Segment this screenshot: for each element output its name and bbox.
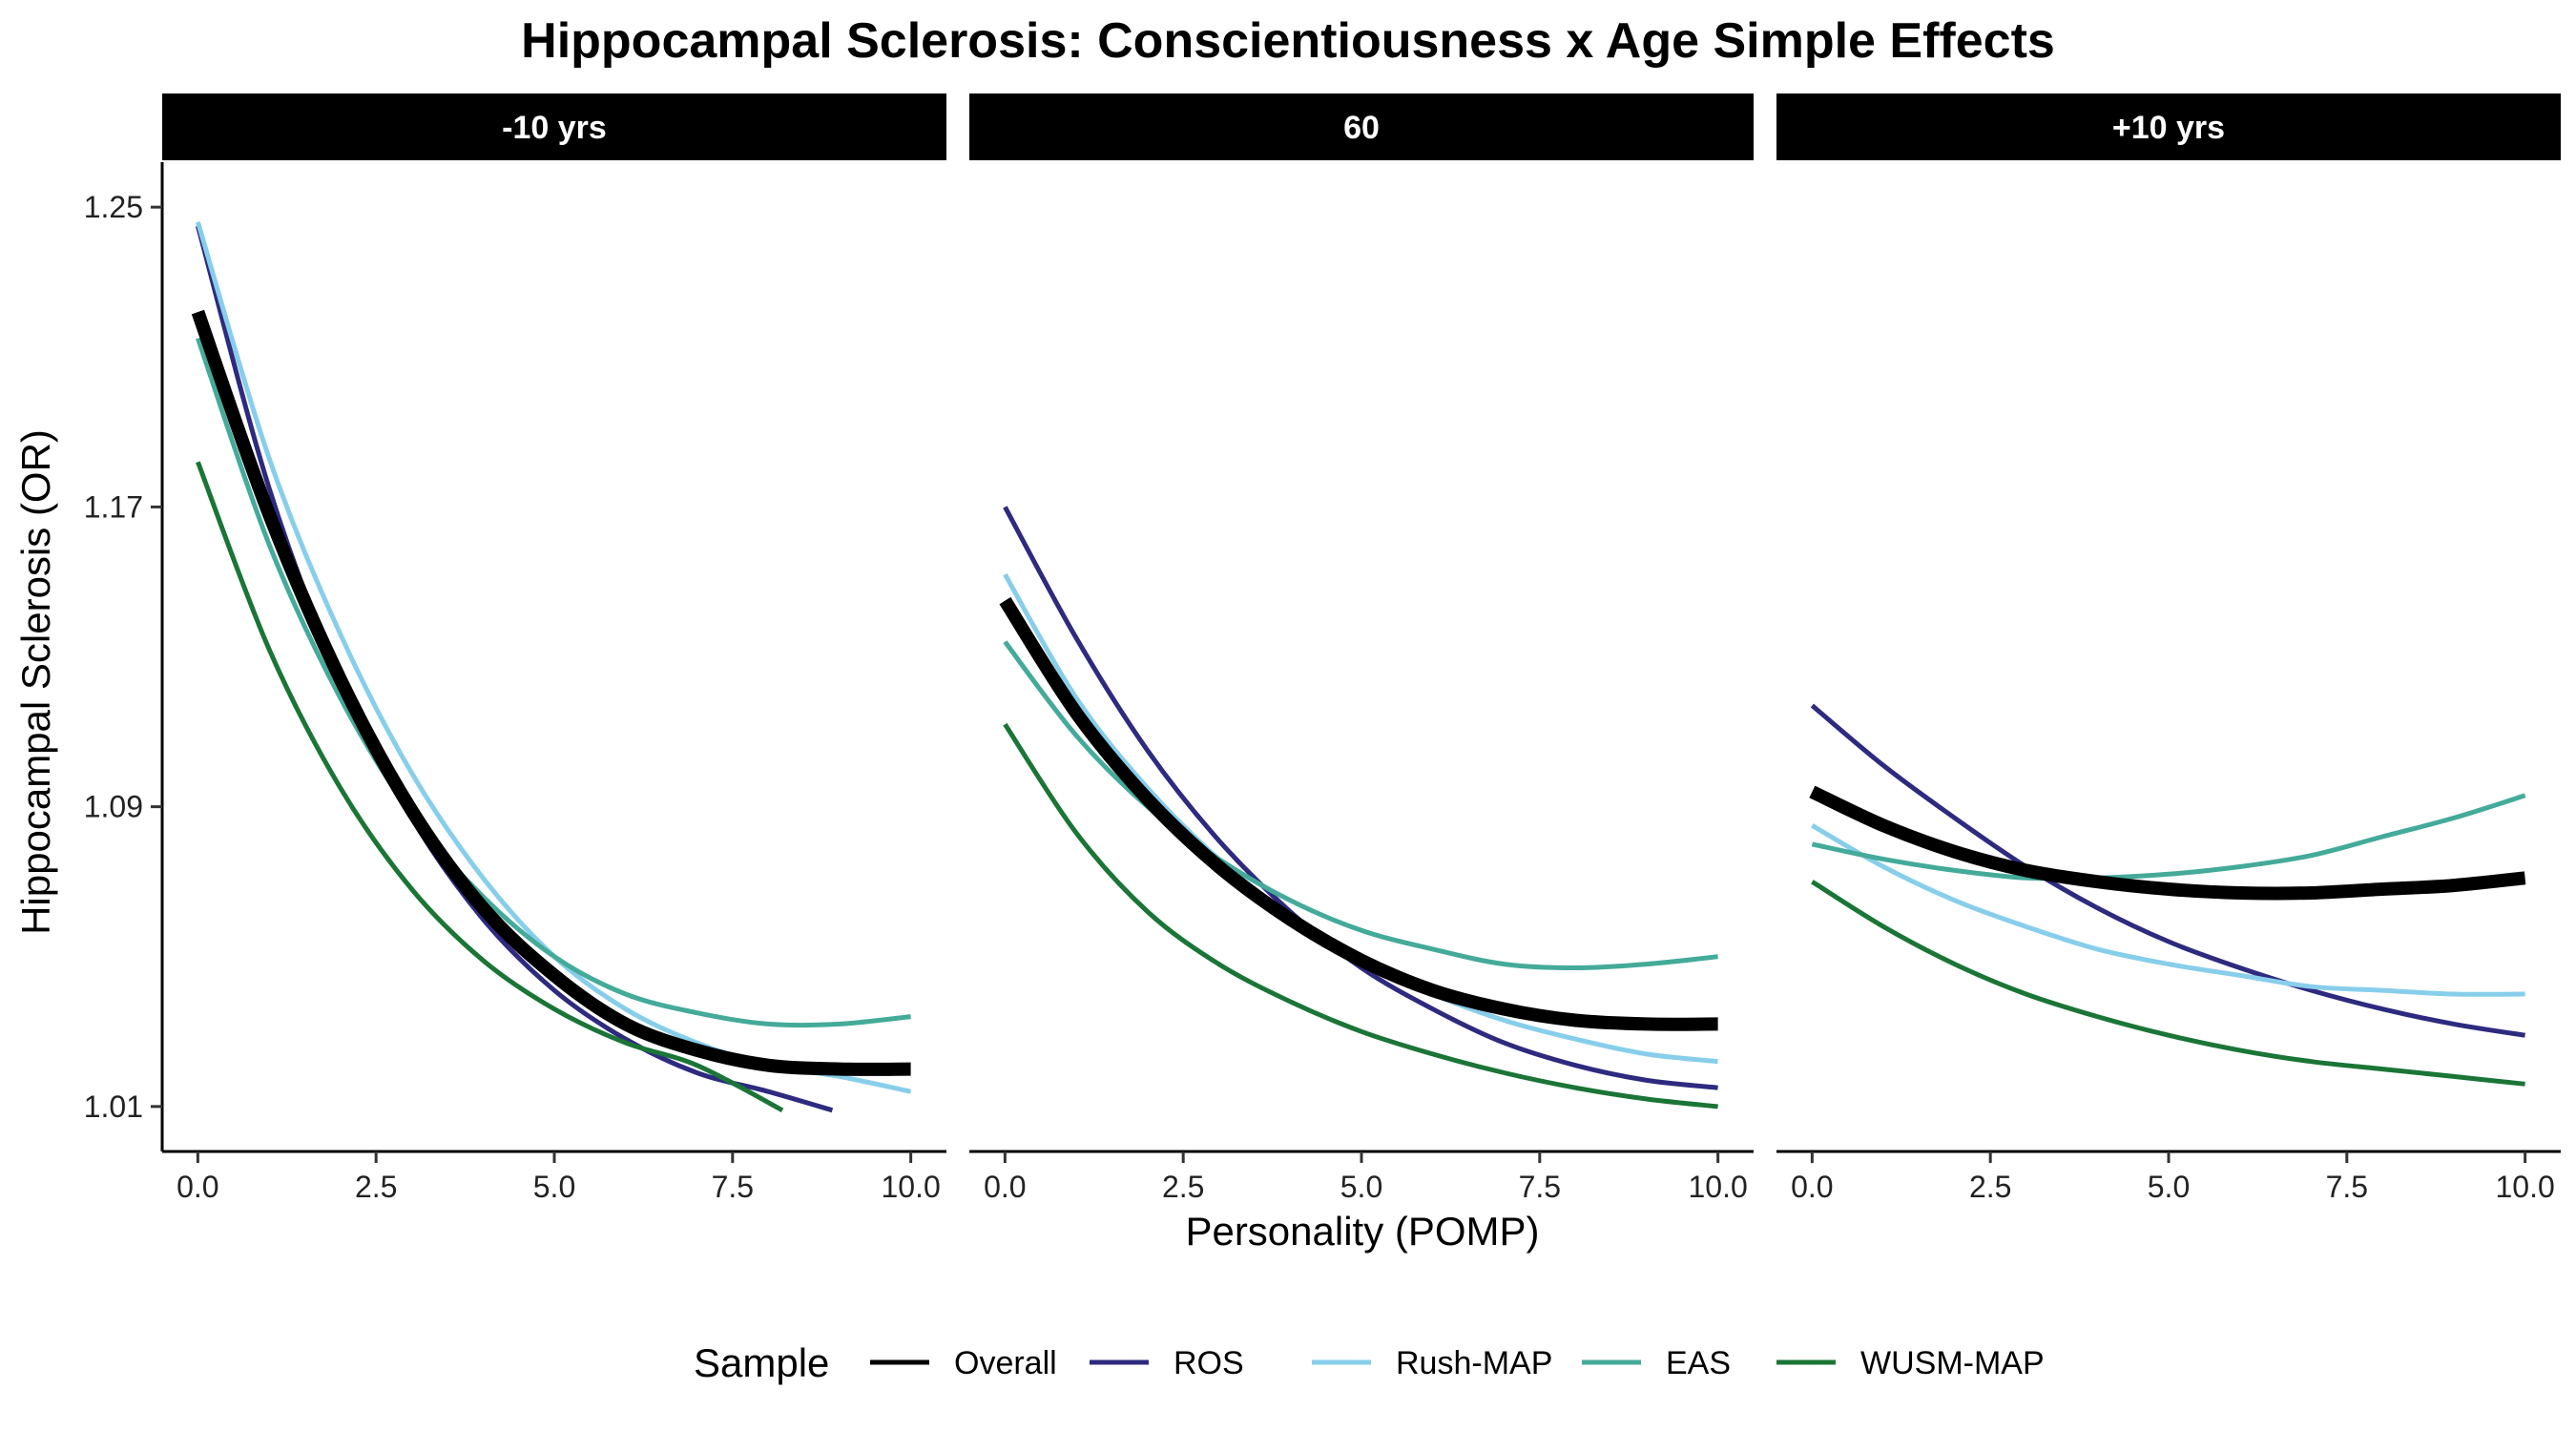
panel-1: -10 yrs 1.01 1.09 1.17 1.25 0.0 2.5 5.0 7.5 10.0 bbox=[84, 93, 946, 1204]
x-tick-label: 10.0 bbox=[881, 1170, 940, 1204]
y-tick-label: 1.25 bbox=[84, 190, 143, 224]
panel-strip bbox=[1776, 93, 2561, 160]
panel-strip-label: +10 yrs bbox=[2112, 110, 2225, 146]
series-line-overall bbox=[999, 596, 1718, 1031]
legend-label-overall: Overall bbox=[954, 1345, 1057, 1381]
panel-3: +10 yrs 0.0 2.5 5.0 7.5 10.0 bbox=[1776, 93, 2561, 1204]
x-axis-title: Personality (POMP) bbox=[1185, 1209, 1539, 1254]
chart-title: Hippocampal Sclerosis: Conscientiousness… bbox=[521, 13, 2055, 69]
x-tick-label: 2.5 bbox=[355, 1170, 397, 1204]
x-tick-label: 7.5 bbox=[2326, 1170, 2368, 1204]
series-line-wusm-map bbox=[196, 461, 784, 1113]
y-tick-label: 1.09 bbox=[84, 790, 143, 824]
y-tick-label: 1.17 bbox=[84, 489, 143, 524]
x-tick-label: 10.0 bbox=[1688, 1170, 1747, 1204]
x-tick-label: 0.0 bbox=[984, 1170, 1026, 1204]
legend-label-ros: ROS bbox=[1174, 1345, 1244, 1381]
x-tick-label: 0.0 bbox=[1791, 1170, 1833, 1204]
x-tick-label: 10.0 bbox=[2495, 1170, 2554, 1204]
y-tick-label: 1.01 bbox=[84, 1089, 143, 1124]
series-line-overall bbox=[1809, 785, 2526, 901]
panel-strip-label: -10 yrs bbox=[502, 110, 607, 146]
legend-title: Sample bbox=[694, 1340, 829, 1385]
legend-label-rush-map: Rush-MAP bbox=[1396, 1345, 1552, 1381]
series-line-rush-map bbox=[196, 221, 912, 1094]
series-line-eas bbox=[196, 337, 911, 1028]
x-tick-label: 5.0 bbox=[1340, 1170, 1382, 1204]
series-line-eas bbox=[1003, 640, 1718, 970]
x-tick-label: 7.5 bbox=[1519, 1170, 1561, 1204]
panel-strip bbox=[162, 93, 946, 160]
panel-strip-label: 60 bbox=[1343, 110, 1380, 146]
series-line-rush-map bbox=[1003, 572, 1718, 1065]
x-tick-label: 5.0 bbox=[533, 1170, 575, 1204]
series-line-overall bbox=[191, 309, 911, 1076]
x-tick-label: 5.0 bbox=[2148, 1170, 2190, 1204]
panel-strip bbox=[969, 93, 1754, 160]
legend-label-eas: EAS bbox=[1666, 1345, 1731, 1381]
x-tick-label: 2.5 bbox=[1969, 1170, 2011, 1204]
x-tick-label: 2.5 bbox=[1162, 1170, 1204, 1204]
series-line-ros bbox=[195, 225, 834, 1113]
series-line-rush-map bbox=[1811, 823, 2525, 997]
x-tick-label: 0.0 bbox=[177, 1170, 218, 1204]
series-line-ros bbox=[1810, 703, 2525, 1038]
y-axis-title: Hippocampal Sclerosis (OR) bbox=[13, 429, 58, 935]
legend-label-wusm-map: WUSM-MAP bbox=[1860, 1345, 2045, 1381]
series-line-wusm-map bbox=[1003, 722, 1718, 1110]
legend: Sample Overall ROS Rush-MAP EAS WUSM-MAP bbox=[694, 1340, 2045, 1385]
series-line-ros bbox=[1003, 506, 1718, 1090]
x-tick-label: 7.5 bbox=[712, 1170, 754, 1204]
series-line-wusm-map bbox=[1811, 880, 2525, 1087]
series-line-eas bbox=[1811, 793, 2526, 881]
panel-2: 60 0.0 2.5 5.0 7.5 10.0 bbox=[969, 93, 1754, 1204]
